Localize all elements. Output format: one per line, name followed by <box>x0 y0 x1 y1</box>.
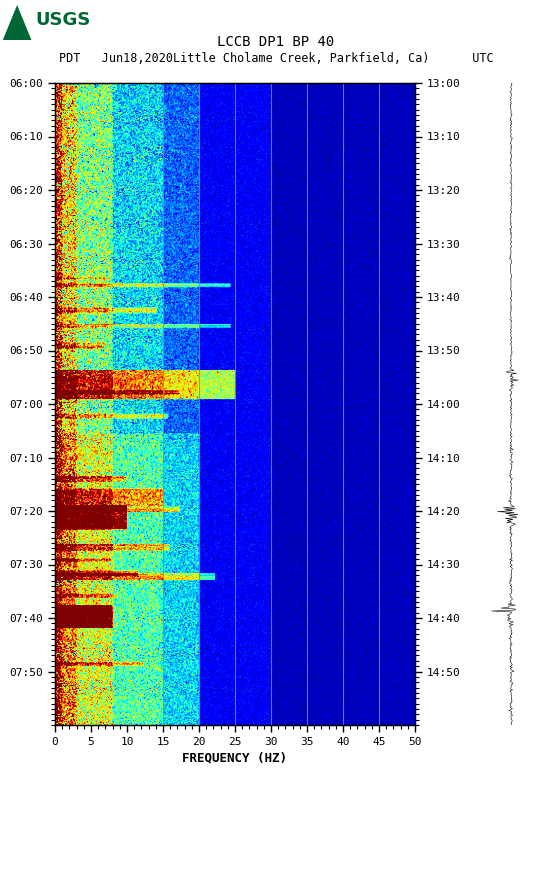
X-axis label: FREQUENCY (HZ): FREQUENCY (HZ) <box>183 751 288 764</box>
Text: PDT   Jun18,2020Little Cholame Creek, Parkfield, Ca)      UTC: PDT Jun18,2020Little Cholame Creek, Park… <box>59 52 493 65</box>
Text: USGS: USGS <box>35 11 91 29</box>
Text: LCCB DP1 BP 40: LCCB DP1 BP 40 <box>217 35 335 49</box>
Polygon shape <box>3 5 31 40</box>
